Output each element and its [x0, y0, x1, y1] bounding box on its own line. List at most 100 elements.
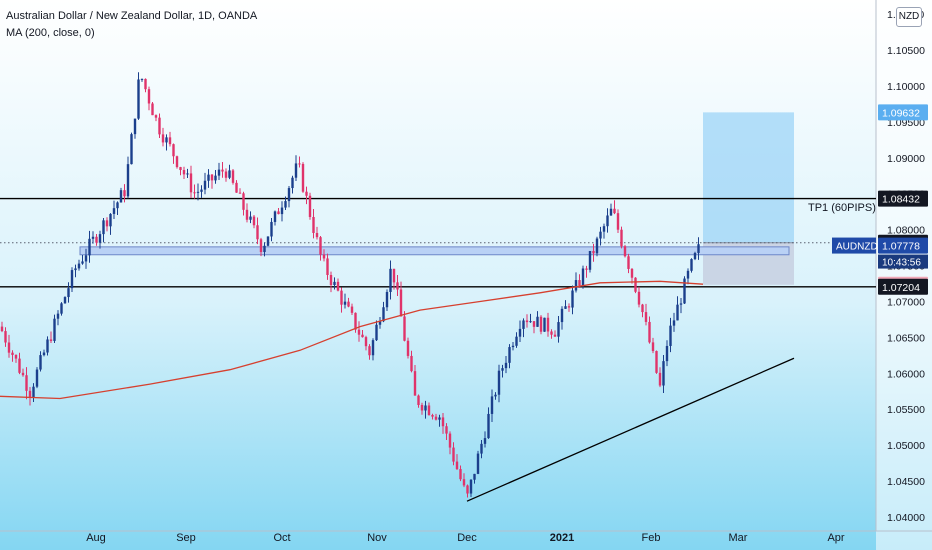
candle-body — [14, 354, 18, 359]
candle-body — [235, 182, 238, 193]
candle-body — [462, 479, 466, 486]
candle-body — [466, 485, 469, 494]
candle-body — [11, 352, 14, 355]
candle-body — [312, 216, 315, 233]
candle-body — [550, 331, 553, 335]
candle-body — [350, 306, 354, 313]
candle-body — [501, 368, 504, 371]
candle-body — [294, 163, 298, 178]
candle-body — [224, 171, 228, 178]
candle-body — [459, 469, 462, 480]
candle-body — [571, 290, 574, 308]
candle-body — [266, 236, 270, 246]
candle-body — [690, 259, 693, 271]
candle-body — [578, 280, 581, 286]
candle-body — [39, 355, 42, 370]
candle-body — [91, 236, 95, 239]
candle-body — [217, 169, 221, 176]
candle-body — [32, 386, 35, 398]
candle-body — [277, 211, 280, 215]
candle-body — [438, 417, 441, 420]
y-tick-label: 1.05500 — [887, 404, 925, 416]
candle-body — [221, 169, 224, 172]
candle-body — [431, 415, 434, 417]
candle-body — [123, 190, 126, 197]
candle-body — [238, 192, 242, 194]
candle-body — [557, 322, 560, 337]
candle-body — [133, 118, 137, 135]
candle-body — [364, 337, 368, 347]
candle-body — [242, 193, 245, 210]
candle-body — [434, 416, 438, 420]
candle-body — [662, 361, 665, 386]
candle-body — [497, 370, 501, 395]
candle-body — [403, 316, 406, 341]
candle-body — [182, 170, 186, 175]
candle-body — [515, 336, 518, 346]
candle-body — [473, 473, 476, 480]
candle-body — [102, 220, 105, 235]
x-tick-label: Mar — [729, 532, 748, 544]
candle-body — [193, 192, 196, 194]
candle-body — [445, 426, 448, 434]
candle-body — [0, 326, 4, 332]
y-tick-label: 1.08000 — [887, 225, 925, 237]
price-label: 1.09632 — [882, 107, 920, 119]
candle-body — [392, 268, 396, 283]
tp-label: TP1 (60PIPS) — [808, 202, 876, 214]
y-tick-label: 1.04500 — [887, 476, 925, 488]
candle-body — [77, 263, 81, 269]
x-tick-label: Sep — [176, 532, 196, 544]
candle-body — [676, 304, 679, 321]
candle-body — [214, 175, 217, 181]
candle-body — [67, 288, 70, 298]
candle-body — [476, 453, 480, 474]
candle-body — [333, 281, 336, 285]
candle-body — [494, 394, 497, 397]
candle-body — [81, 261, 84, 264]
candle-body — [291, 177, 294, 189]
candle-body — [613, 208, 616, 214]
candle-body — [203, 180, 207, 190]
y-tick-label: 1.09000 — [887, 153, 925, 165]
price-label: 1.08432 — [882, 194, 920, 206]
candle-body — [186, 173, 189, 175]
candle-body — [417, 395, 420, 405]
y-tick-label: 1.06500 — [887, 332, 925, 344]
currency-badge[interactable]: NZD — [896, 7, 922, 27]
candle-body — [21, 372, 25, 376]
candle-body — [7, 342, 11, 353]
candle-body — [161, 134, 165, 143]
candle-body — [637, 291, 641, 305]
candle-body — [546, 317, 550, 332]
candle-body — [196, 191, 200, 193]
candle-body — [354, 312, 357, 330]
candle-body — [382, 307, 385, 322]
candle-body — [683, 278, 686, 304]
candle-body — [592, 250, 595, 254]
candle-body — [140, 78, 144, 80]
candle-body — [490, 396, 494, 414]
candle-body — [228, 170, 231, 178]
candle-body — [130, 134, 133, 165]
candle-body — [669, 325, 672, 346]
candle-body — [375, 324, 378, 341]
indicator-legend[interactable]: MA (200, close, 0) — [6, 27, 95, 39]
candle-body — [658, 372, 662, 386]
candle-body — [144, 78, 147, 90]
candle-body — [147, 89, 151, 104]
candle-body — [385, 291, 389, 308]
candle-body — [679, 303, 683, 305]
candle-body — [399, 289, 403, 317]
candle-body — [298, 163, 301, 165]
candle-body — [518, 328, 522, 337]
candle-body — [263, 245, 266, 252]
candle-body — [595, 238, 599, 254]
y-tick-label: 1.05000 — [887, 440, 925, 452]
candle-body — [620, 229, 623, 247]
price-axis-panel — [876, 0, 932, 550]
candle-body — [249, 216, 252, 220]
countdown-label: 10:43:56 — [882, 258, 921, 269]
price-label: 1.07204 — [882, 282, 920, 294]
